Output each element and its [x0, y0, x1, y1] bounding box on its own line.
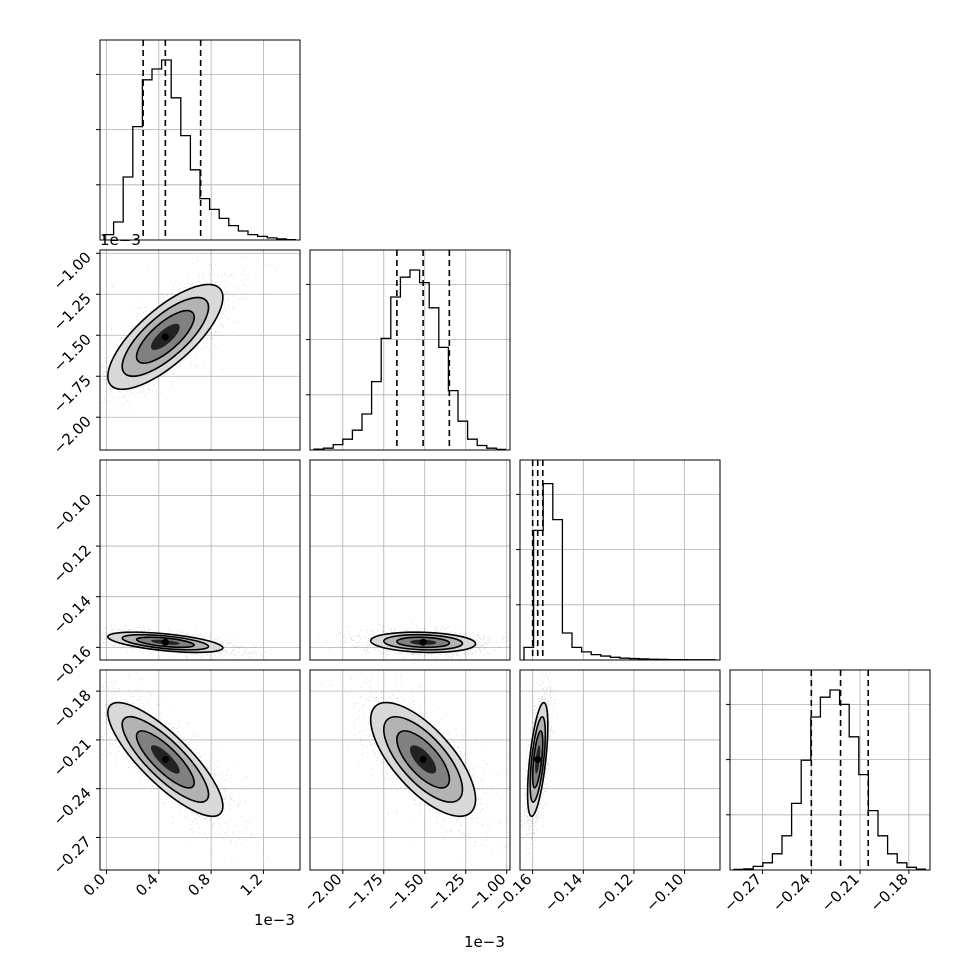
x-tick-label: −0.12	[592, 870, 637, 915]
histogram-p3	[733, 689, 926, 871]
x-tick-label: −2.00	[300, 870, 345, 915]
y-tick-label: −0.16	[50, 642, 95, 687]
x-tick-label: −1.25	[423, 870, 468, 915]
x-tick-label: −0.27	[720, 870, 765, 915]
y-tick-label: −1.75	[50, 371, 95, 416]
axes-frame-diag-p2	[519, 459, 721, 661]
y-tick-label: −0.27	[50, 833, 95, 878]
axes-frame-p0-p2	[99, 459, 301, 661]
axes-frame-diag-p0	[99, 39, 301, 241]
y-tick-label: −0.10	[50, 491, 95, 536]
y-tick-label: −0.18	[50, 686, 95, 731]
axes-frame-diag-p3	[729, 669, 931, 871]
y-tick-label: −0.14	[50, 592, 95, 637]
y-tick-label: −1.00	[50, 248, 95, 293]
scatter-panel-p0-p3	[100, 670, 300, 870]
density-peak	[534, 755, 542, 763]
x-tick-label: −0.21	[818, 870, 863, 915]
y-tick-label: −0.24	[50, 784, 95, 829]
y-tick-label: −1.25	[50, 289, 95, 334]
y-tick-label: −0.12	[50, 541, 95, 586]
axes-frame-diag-p1	[309, 249, 511, 451]
density-peak	[419, 638, 427, 646]
scatter-points	[320, 674, 510, 869]
x-tick-label: 0.0	[80, 870, 110, 900]
y-tick-label: −0.21	[50, 735, 95, 780]
axes-frame-p2-p3	[519, 669, 721, 871]
x-tick-label: −1.50	[382, 870, 427, 915]
offset-text-top-y: 1e−3	[100, 231, 141, 249]
histogram-p2	[523, 482, 716, 661]
x-tick-label: −0.10	[642, 870, 687, 915]
hist-panel-p3	[726, 670, 930, 871]
density-peak	[161, 333, 169, 341]
scatter-panel-p0-p2	[100, 460, 300, 661]
x-tick-label: −0.24	[769, 870, 814, 915]
axes-frame-p1-p3	[309, 669, 511, 871]
axes-frame-p0-p1	[99, 249, 301, 451]
x-tick-label: −1.75	[341, 870, 386, 915]
axes-frame-p1-p2	[309, 459, 511, 661]
offset-text-x-col0: 1e−3	[254, 911, 295, 929]
scatter-panel-p1-p3	[310, 670, 510, 870]
x-tick-label: 0.8	[184, 870, 214, 900]
scatter-panel-p1-p2	[310, 460, 510, 660]
hist-panel-p2	[516, 460, 720, 661]
x-tick-label: 0.4	[132, 870, 162, 900]
offset-text-x-col1: 1e−3	[464, 933, 505, 951]
hist-panel-p1	[306, 250, 510, 451]
x-tick-label: −0.18	[866, 870, 911, 915]
scatter-panel-p0-p1	[100, 250, 300, 450]
histogram-p1	[313, 269, 506, 451]
panels-layer: 0.0 0.4 0.8 1.2 −2.00−1.75−1.50−1.25−1.00−0.…	[50, 39, 931, 915]
hist-panel-p0	[96, 40, 300, 241]
density-peak	[161, 755, 169, 763]
histogram-p0	[103, 59, 296, 241]
x-tick-label: −0.14	[541, 870, 586, 915]
y-tick-label: −1.50	[50, 330, 95, 375]
y-tick-label: −2.00	[50, 412, 95, 457]
density-peak	[161, 638, 169, 646]
density-peak	[419, 755, 427, 763]
x-tick-label: 1.2	[237, 870, 267, 900]
axes-frame-p0-p3	[99, 669, 301, 871]
scatter-panel-p2-p3	[520, 670, 720, 870]
